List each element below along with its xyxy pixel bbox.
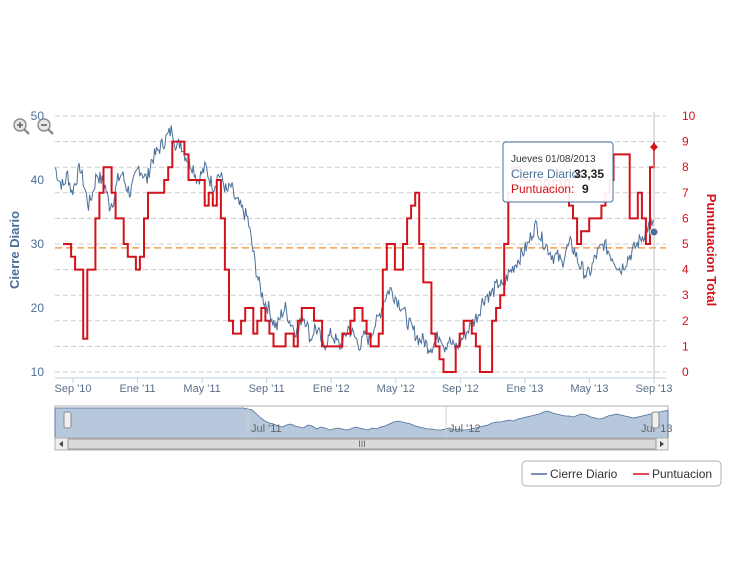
legend-item-cierre[interactable]: Cierre Diario [550, 467, 618, 481]
tooltip-series2-label: Puntuacion: [511, 182, 574, 196]
y-right-ticks: 0 1 2 3 4 5 6 7 8 9 10 [682, 109, 696, 379]
navigator-label: Jul '11 [251, 423, 282, 435]
x-tick-label: Ene '12 [313, 383, 350, 395]
y-right-tick-label: 3 [682, 288, 689, 302]
y-right-tick-label: 4 [682, 263, 689, 277]
scrollbar-thumb[interactable] [67, 438, 657, 450]
y-right-tick-label: 5 [682, 237, 689, 251]
y-right-tick-label: 10 [682, 109, 696, 123]
y-right-tick-label: 0 [682, 365, 689, 379]
y-right-tick-label: 2 [682, 314, 689, 328]
hover-marker-cierre [649, 227, 659, 237]
y-right-tick-label: 7 [682, 186, 689, 200]
tooltip-series1-label: Cierre Diario: [511, 167, 582, 181]
y-left-tick-label: 30 [31, 237, 45, 251]
y-left-tick-label: 20 [31, 301, 45, 315]
y-left-tick-label: 10 [31, 365, 45, 379]
legend-box [521, 460, 722, 487]
y-left-tick-label: 40 [31, 173, 45, 187]
navigator-handle-right[interactable] [651, 411, 660, 429]
x-tick-label: Sep '10 [55, 383, 92, 395]
tooltip-date: Jueves 01/08/2013 [511, 154, 596, 165]
series-cierre-diario-line [54, 125, 655, 355]
tooltip: Jueves 01/08/2013 Cierre Diario: 33,35 P… [502, 141, 614, 203]
zoom-out-icon[interactable] [37, 118, 54, 135]
y-right-tick-label: 6 [682, 211, 689, 225]
legend: Cierre Diario Puntuacion [521, 460, 722, 487]
x-tick-label: Sep '11 [249, 383, 285, 395]
scroll-left-arrow-icon[interactable] [59, 441, 63, 447]
x-tick-label: Ene '13 [506, 383, 543, 395]
zoom-in-icon[interactable] [13, 118, 30, 135]
navigator-label: Jul '13 [641, 423, 672, 435]
y-axis-left-title: Cierre Diario [7, 211, 22, 289]
y-right-tick-label: 1 [682, 339, 689, 353]
navigator-series [54, 407, 669, 439]
y-axis-right-title: Punutuacion Total [704, 194, 719, 306]
x-tick-label: Ene '11 [119, 383, 155, 395]
x-ticks: Sep '10 Ene '11 May '11 Sep '11 Ene '12 May '… [55, 378, 673, 395]
x-tick-label: May '12 [377, 383, 415, 395]
navigator[interactable]: Jul '11 Jul '12 Jul '13 [54, 405, 672, 439]
hover-marker-puntuacion [650, 143, 658, 151]
x-tick-label: May '13 [570, 383, 608, 395]
scroll-right-arrow-icon[interactable] [660, 441, 664, 447]
scrollbar[interactable]: III [54, 437, 669, 451]
tooltip-series2-value: 9 [582, 182, 589, 196]
scrollbar-grip: III [358, 439, 366, 449]
x-tick-label: May '11 [183, 383, 220, 395]
x-tick-label: Sep '13 [636, 383, 673, 395]
y-right-tick-label: 9 [682, 135, 689, 149]
navigator-label: Jul '12 [449, 423, 480, 435]
navigator-handle-left[interactable] [63, 411, 72, 429]
legend-item-puntuacion[interactable]: Puntuacion [652, 467, 712, 481]
x-tick-label: Sep '12 [442, 383, 479, 395]
y-right-tick-label: 8 [682, 160, 689, 174]
tooltip-series1-value: 33,35 [574, 167, 604, 181]
